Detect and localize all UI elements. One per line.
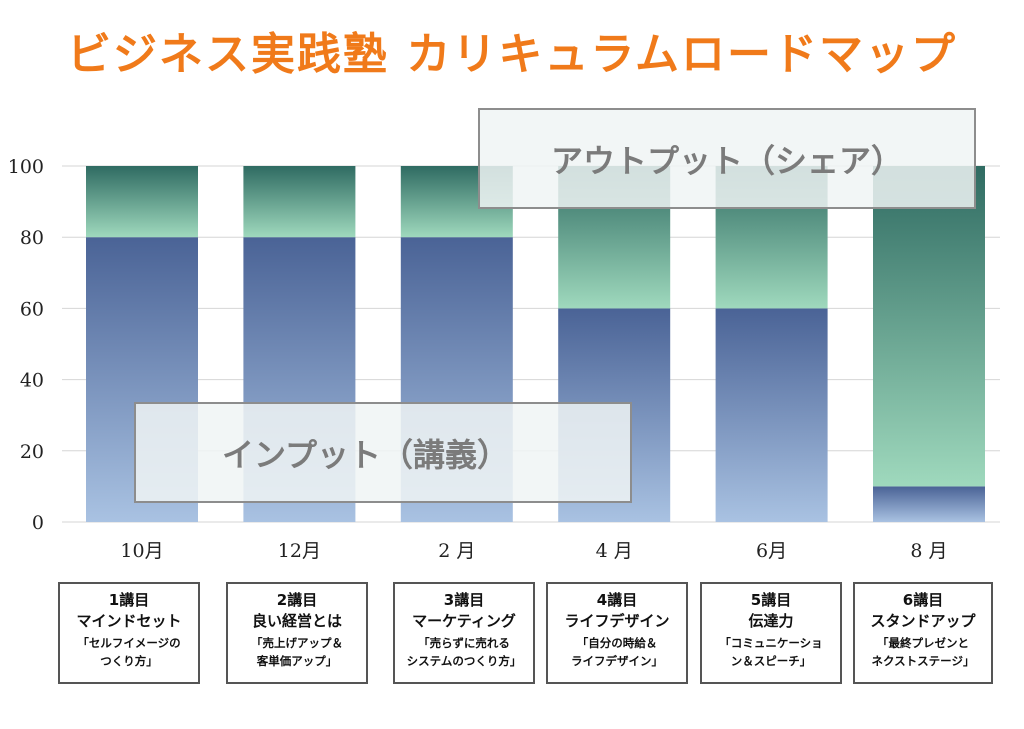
x-tick-label: 10月 bbox=[120, 540, 163, 562]
lesson-description: 「コミュニケーショ ン＆スピーチ」 bbox=[702, 634, 840, 670]
input-label: インプット（講義） bbox=[222, 435, 510, 474]
lesson-box-3: 3講目マーケティング「売らずに売れる システムのつくり方」 bbox=[393, 582, 535, 684]
output-label-box: アウトプット（シェア） bbox=[478, 108, 976, 209]
lesson-description-line2: システムのつくり方」 bbox=[406, 654, 522, 668]
lesson-description-line2: ネクストステージ」 bbox=[871, 654, 975, 668]
y-tick-label: 0 bbox=[32, 512, 44, 534]
y-tick-label: 20 bbox=[20, 441, 44, 463]
x-tick-label: 2 月 bbox=[438, 540, 475, 562]
lesson-description-line1: 「最終プレゼンと bbox=[877, 636, 969, 650]
lesson-description-line1: 「コミュニケーショ bbox=[719, 636, 823, 650]
x-tick-label: 6月 bbox=[756, 540, 787, 562]
lesson-name: 良い経営とは bbox=[251, 612, 342, 630]
lesson-number: 3講目 bbox=[443, 591, 485, 609]
bar-output-0 bbox=[86, 166, 198, 238]
lesson-box-5: 5講目伝達力「コミュニケーショ ン＆スピーチ」 bbox=[700, 582, 842, 684]
x-tick-label: 4 月 bbox=[596, 540, 633, 562]
lesson-name: スタンドアップ bbox=[870, 612, 976, 630]
lesson-description-line2: ライフデザイン」 bbox=[571, 654, 663, 668]
lesson-name: マインドセット bbox=[76, 612, 182, 630]
y-axis: 0 20 40 60 80 100 bbox=[8, 156, 44, 534]
x-tick-label: 12月 bbox=[278, 540, 321, 562]
lesson-description-line1: 「売らずに売れる bbox=[418, 636, 510, 650]
lesson-description-line1: 「売上げアップ＆ bbox=[251, 636, 343, 650]
bar-output-1 bbox=[243, 166, 356, 238]
lesson-description: 「自分の時給＆ ライフデザイン」 bbox=[548, 634, 686, 670]
lesson-number: 5講目 bbox=[750, 591, 792, 609]
lesson-description: 「セルフイメージの つくり方」 bbox=[60, 634, 198, 670]
output-label: アウトプット（シェア） bbox=[550, 141, 903, 180]
lesson-description: 「最終プレゼンと ネクストステージ」 bbox=[855, 634, 991, 670]
lesson-number: 4講目 bbox=[596, 591, 638, 609]
lesson-name: 伝達力 bbox=[748, 612, 794, 630]
page-title: ビジネス実践塾 カリキュラムロードマップ bbox=[67, 29, 957, 80]
lesson-description-line1: 「自分の時給＆ bbox=[576, 636, 658, 650]
bar-output-5 bbox=[873, 166, 985, 487]
lesson-number: 6講目 bbox=[902, 591, 944, 609]
input-label-box: インプット（講義） bbox=[134, 402, 632, 503]
lesson-description: 「売らずに売れる システムのつくり方」 bbox=[395, 634, 533, 670]
lesson-box-4: 4講目ライフデザイン「自分の時給＆ ライフデザイン」 bbox=[546, 582, 688, 684]
lesson-name: マーケティング bbox=[412, 612, 516, 630]
y-tick-label: 80 bbox=[20, 227, 44, 249]
x-tick-label: 8 月 bbox=[910, 540, 947, 562]
lesson-description: 「売上げアップ＆ 客単価アップ」 bbox=[228, 634, 366, 670]
lesson-box-6: 6講目スタンドアップ「最終プレゼンと ネクストステージ」 bbox=[853, 582, 993, 684]
lesson-description-line1: 「セルフイメージの bbox=[77, 636, 181, 650]
lesson-name: ライフデザイン bbox=[564, 612, 670, 630]
lesson-box-2: 2講目良い経営とは「売上げアップ＆ 客単価アップ」 bbox=[226, 582, 368, 684]
y-tick-label: 60 bbox=[20, 298, 44, 320]
lesson-description-line2: 客単価アップ」 bbox=[256, 654, 338, 668]
lesson-box-1: 1講目マインドセット「セルフイメージの つくり方」 bbox=[58, 582, 200, 684]
lesson-number: 1講目 bbox=[108, 591, 150, 609]
lesson-description-line2: ン＆スピーチ」 bbox=[730, 654, 812, 668]
y-tick-label: 40 bbox=[20, 370, 44, 392]
bar-input-4 bbox=[715, 308, 828, 522]
y-tick-label: 100 bbox=[8, 156, 44, 178]
bar-input-5 bbox=[873, 486, 985, 522]
x-axis: 10月 12月 2 月 4 月 6月 8 月 bbox=[120, 540, 947, 562]
lesson-description-line2: つくり方」 bbox=[100, 654, 158, 668]
lesson-number: 2講目 bbox=[276, 591, 318, 609]
